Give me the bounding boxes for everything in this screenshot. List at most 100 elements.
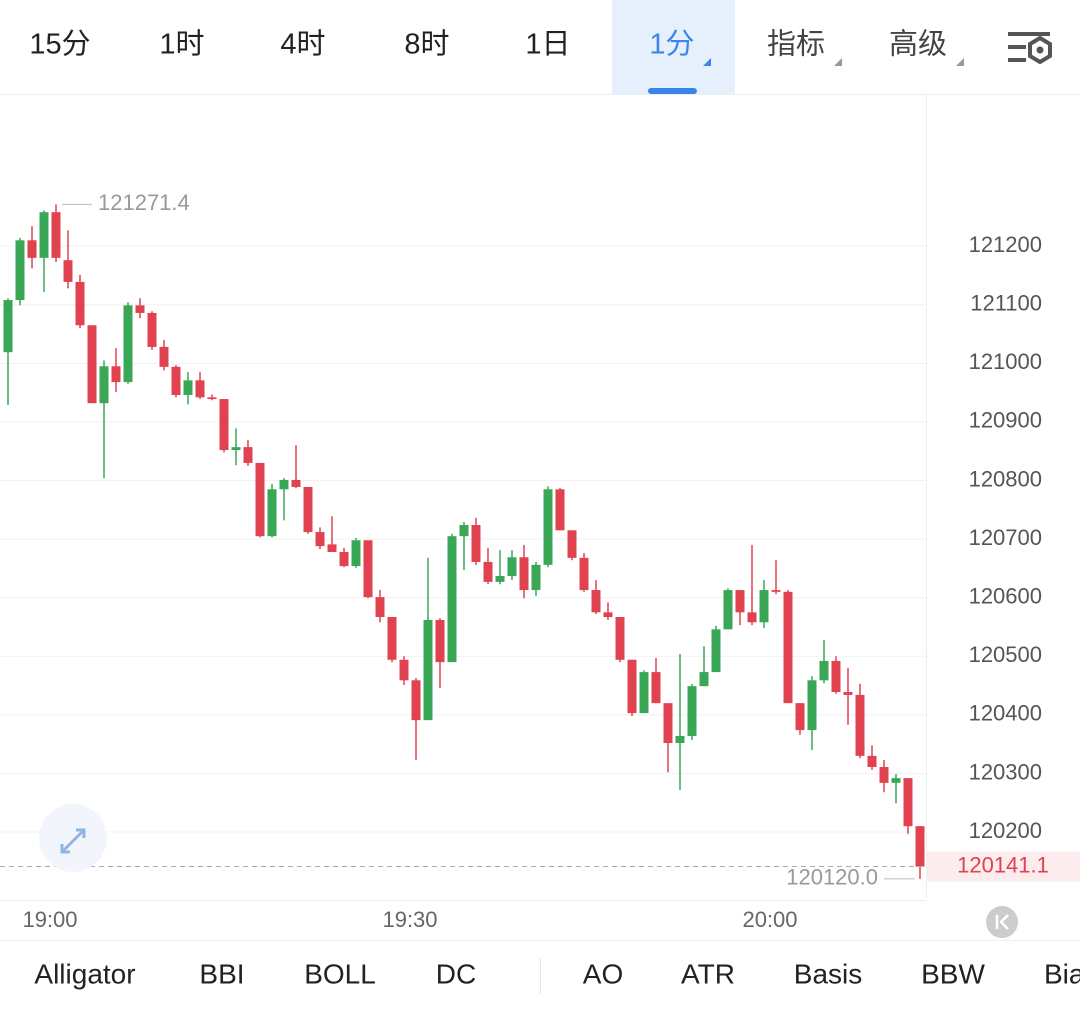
y-tick-label: 120900	[969, 408, 1042, 433]
candle-body	[915, 826, 925, 867]
fullscreen-icon	[60, 828, 86, 854]
candle-body	[231, 447, 241, 451]
menu-tab[interactable]: 指标	[767, 28, 825, 61]
candle-body	[123, 305, 133, 383]
y-tick-label: 120700	[969, 525, 1042, 550]
candle-body	[411, 680, 421, 721]
indicator-tab[interactable]: Alligator	[34, 958, 135, 989]
settings-gear	[1028, 35, 1052, 65]
candle-body	[315, 532, 325, 547]
candle-body	[579, 557, 589, 591]
settings-icon[interactable]	[1008, 32, 1052, 65]
candle-body	[723, 590, 733, 630]
indicator-tab[interactable]: BBI	[199, 958, 244, 989]
candle-body	[819, 660, 829, 681]
candle-body	[159, 346, 169, 367]
y-tick-label: 121100	[970, 291, 1042, 316]
candle-body	[879, 767, 889, 783]
candle-body	[531, 564, 541, 591]
candle-body	[459, 525, 469, 537]
candle-body	[603, 612, 613, 618]
candle-body	[267, 489, 277, 537]
candle-body	[867, 755, 877, 768]
candle-body	[111, 366, 121, 383]
candle-body	[183, 380, 193, 395]
candle-body	[51, 212, 61, 258]
candle-body	[15, 240, 25, 301]
indicator-tab[interactable]: BOLL	[304, 958, 376, 989]
candle-body	[783, 591, 793, 704]
candle-body	[339, 551, 349, 567]
dropdown-arrow	[703, 58, 711, 66]
candle-body	[543, 489, 553, 565]
y-tick-label: 121000	[969, 349, 1042, 374]
candle-body	[759, 590, 769, 623]
candle-body	[795, 703, 805, 731]
y-tick-label: 120800	[969, 466, 1042, 491]
indicator-tab[interactable]: BBW	[921, 958, 985, 989]
indicator-tab[interactable]: Basis	[794, 958, 862, 989]
candle-body	[699, 672, 709, 687]
y-tick-label: 120600	[969, 583, 1042, 608]
timeframe-bar: 15分 1时 4时 8时 1日 1分 指标 高级	[29, 0, 964, 94]
candle-body	[195, 380, 205, 398]
y-tick-label: 121200	[969, 232, 1042, 257]
candle-body	[219, 399, 229, 451]
candle-body	[663, 703, 673, 743]
timeframe-tab[interactable]: 15分	[29, 29, 90, 61]
fullscreen-bg	[39, 804, 107, 872]
candle-body	[507, 557, 517, 577]
timeframe-tab[interactable]: 1时	[159, 28, 204, 61]
candle-body	[207, 397, 217, 400]
candle-body	[735, 590, 745, 613]
settings-dot	[1036, 46, 1044, 54]
candle-body	[171, 366, 181, 395]
candle-body	[363, 540, 373, 598]
candle-body	[771, 590, 781, 592]
candle-body	[807, 680, 817, 731]
candle-body	[3, 300, 13, 353]
candle-body	[279, 479, 289, 490]
indicator-tab[interactable]: ATR	[681, 958, 735, 989]
fullscreen-button[interactable]	[39, 804, 107, 872]
candle-body	[747, 612, 757, 623]
menu-tab[interactable]: 高级	[889, 28, 947, 61]
candle-body	[843, 692, 853, 695]
indicator-tab[interactable]: AO	[583, 958, 623, 989]
indicator-tab[interactable]: Bia	[1044, 958, 1080, 989]
candle-body	[387, 617, 397, 660]
candle-body	[627, 659, 637, 714]
timeframe-tab[interactable]: 4时	[280, 28, 325, 61]
candle-body	[675, 735, 685, 743]
x-tick-label: 20:00	[742, 907, 797, 932]
candle-body	[375, 597, 385, 618]
candle-body	[651, 672, 661, 704]
candle-body	[435, 619, 445, 663]
y-tick-label: 120500	[969, 642, 1042, 667]
candle-body	[99, 366, 109, 404]
candle-body	[711, 629, 721, 673]
last-price-bg	[927, 851, 1080, 882]
timeframe-tab[interactable]: 8时	[404, 28, 449, 61]
timeframe-tab[interactable]: 1分	[649, 29, 694, 61]
candle-body	[855, 694, 865, 756]
y-tick-label: 120300	[969, 759, 1042, 784]
candle-body	[291, 479, 301, 487]
candle-body	[483, 561, 493, 582]
candle-body	[87, 325, 97, 404]
indicator-tab[interactable]: DC	[436, 958, 476, 989]
timeframe-tab[interactable]: 1日	[525, 29, 570, 61]
candle-body	[471, 525, 481, 562]
last-price-label: 120141.1	[957, 852, 1049, 877]
candle-body	[591, 590, 601, 613]
candle-body	[327, 544, 337, 552]
selected-tab-indicator	[648, 88, 697, 94]
candle-body	[63, 260, 73, 282]
candle-body	[567, 530, 577, 558]
candle-body	[27, 240, 37, 258]
x-tick-label: 19:00	[22, 907, 77, 932]
scroll-end-button[interactable]	[986, 906, 1018, 938]
scroll-end-icon	[995, 914, 1009, 930]
settings-lines	[1008, 32, 1050, 62]
